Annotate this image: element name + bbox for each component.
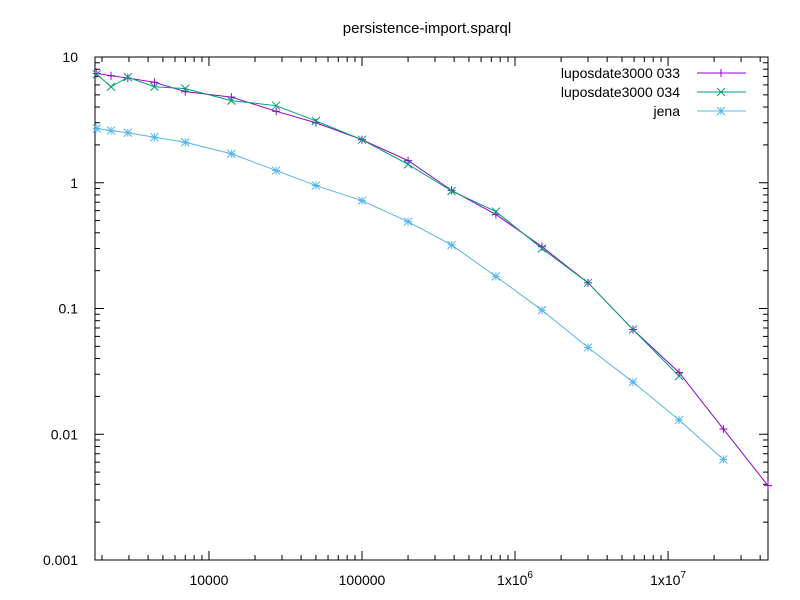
data-point	[227, 93, 236, 102]
data-point	[226, 96, 236, 105]
data-point	[537, 244, 547, 253]
data-point	[628, 377, 638, 387]
legend-label: luposdate3000 033	[561, 65, 680, 81]
data-point	[716, 106, 726, 116]
series-3	[92, 124, 728, 464]
data-point	[311, 181, 321, 190]
data-point	[491, 207, 501, 216]
y-tick-label: 0.1	[59, 301, 79, 317]
data-point	[447, 186, 456, 196]
chart-title: persistence-import.sparql	[343, 20, 511, 37]
data-point	[271, 166, 281, 175]
data-point	[357, 196, 367, 206]
data-point	[583, 343, 593, 352]
data-point	[404, 156, 413, 165]
data-point	[150, 82, 159, 92]
plot-frame	[94, 56, 769, 561]
series-1	[92, 69, 772, 490]
legend-label: luposdate3000 034	[561, 84, 680, 100]
data-point	[92, 69, 101, 78]
x-tick-label: 10000	[189, 572, 228, 588]
data-point	[628, 325, 638, 334]
x-tick-label: 1x107	[650, 570, 686, 588]
data-point	[150, 132, 159, 142]
data-point	[150, 78, 159, 87]
legend-item: jena	[653, 103, 746, 119]
data-point	[311, 116, 321, 126]
data-point	[357, 135, 367, 145]
y-tick-label: 0.001	[43, 552, 78, 568]
y-tick-label: 10	[62, 49, 78, 65]
data-point	[719, 425, 728, 434]
data-point	[716, 87, 726, 97]
series-line	[96, 128, 724, 460]
y-tick-label: 0.01	[51, 426, 78, 442]
data-point	[106, 82, 116, 92]
series-line	[96, 72, 769, 486]
data-point	[271, 101, 281, 111]
series-line	[96, 73, 680, 377]
series-layer	[92, 69, 772, 490]
legend-item: luposdate3000 034	[561, 84, 746, 100]
data-point	[180, 84, 190, 94]
data-point	[107, 71, 116, 80]
data-point	[123, 72, 133, 82]
data-point	[226, 149, 236, 159]
x-tick-exponent: 7	[680, 570, 686, 581]
data-point	[491, 272, 501, 281]
data-point	[764, 481, 772, 490]
x-tick-exponent: 6	[527, 570, 533, 581]
legend-label: jena	[653, 103, 681, 119]
data-point	[674, 415, 684, 425]
data-point	[106, 126, 116, 135]
y-tick-label: 1	[70, 175, 78, 191]
legend: luposdate3000 033 luposdate3000 034 jena	[561, 65, 746, 119]
data-point	[447, 240, 456, 250]
data-point	[717, 69, 725, 77]
data-point	[583, 278, 593, 288]
data-point	[403, 160, 413, 169]
data-point	[272, 107, 281, 116]
x-tick-label: 1x106	[497, 570, 533, 588]
data-point	[719, 455, 728, 464]
series-2	[92, 69, 684, 381]
data-point	[92, 124, 102, 133]
data-point	[403, 217, 413, 227]
data-point	[537, 305, 547, 315]
data-point	[123, 128, 133, 138]
data-point	[674, 371, 684, 381]
x-tick-label: 100000	[339, 572, 386, 588]
axis-ticks: 10 1 0.1 0.01 0.001 10000 100000 1x106 1x107	[43, 49, 768, 588]
legend-item: luposdate3000 033	[561, 65, 746, 81]
data-point	[675, 368, 684, 377]
data-point	[180, 137, 190, 147]
data-point	[92, 69, 102, 79]
data-point	[311, 118, 320, 127]
